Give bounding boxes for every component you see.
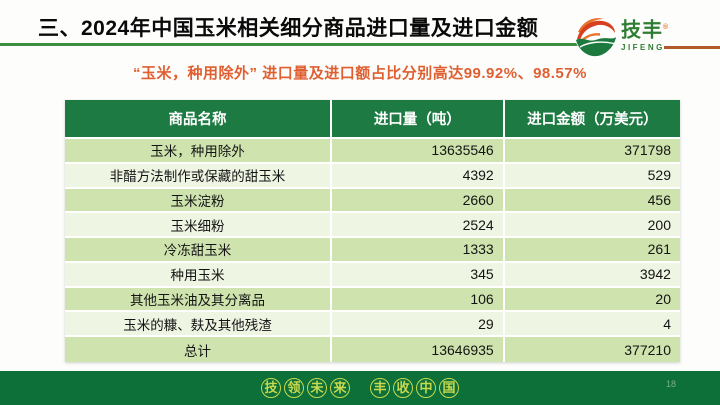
cell-import-volume: 106 (332, 287, 505, 311)
column-header-import-value: 进口金额（万美元） (527, 112, 658, 128)
table-row: 玉米的糠、麸及其他残渣 29 4 (65, 312, 680, 338)
slogan-char: 收 (393, 378, 413, 398)
import-data-table: 商品名称 进口量（吨） 进口金额（万美元） 玉米，种用除外 13635546 3… (65, 100, 680, 362)
header-accent-line (664, 46, 720, 49)
cell-import-value: 377210 (624, 341, 671, 358)
table-row: 种用玉米 345 3942 (65, 262, 680, 288)
cell-product-name: 冷冻甜玉米 (65, 238, 332, 261)
slogan-char: 未 (307, 378, 327, 398)
logo-text-block: 技丰® JIFENG (621, 18, 669, 52)
cell-product-name: 其他玉米油及其分离品 (65, 287, 332, 311)
slogan-char: 国 (439, 378, 459, 398)
logo-emblem-icon (575, 15, 617, 57)
slogan-char: 中 (416, 378, 436, 398)
logo-latin-text: JIFENG (621, 42, 665, 52)
column-header-import-volume: 进口量（吨） (332, 100, 505, 137)
cell-product-name: 玉米的糠、麸及其他残渣 (65, 312, 332, 336)
cell-product-name: 玉米淀粉 (65, 188, 332, 212)
cell-import-volume: 4392 (332, 163, 505, 187)
cell-product-name: 非醋方法制作或保藏的甜玉米 (65, 163, 332, 187)
logo-brand-text: 技丰 (621, 19, 663, 42)
column-header-product-name: 商品名称 (65, 100, 332, 137)
cell-import-value: 3942 (639, 266, 671, 283)
table-row: 冷冻甜玉米 1333 261 (65, 238, 680, 263)
table-row: 玉米，种用除外 13635546 371798 (65, 139, 680, 164)
table-header-row: 商品名称 进口量（吨） 进口金额（万美元） (65, 100, 680, 139)
cell-product-name: 种用玉米 (65, 262, 332, 286)
footer-slogan: 技 领 未 来 丰 收 中 国 (261, 378, 459, 398)
jifeng-logo: 技丰® JIFENG (574, 14, 669, 58)
cell-import-volume: 29 (332, 312, 505, 336)
slogan-char: 来 (330, 378, 350, 398)
table-row: 非醋方法制作或保藏的甜玉米 4392 529 (65, 163, 680, 189)
slogan-char: 领 (284, 378, 304, 398)
cell-import-volume: 345 (332, 262, 505, 286)
cell-import-value: 371798 (624, 142, 671, 159)
table-row: 其他玉米油及其分离品 106 20 (65, 287, 680, 313)
cell-import-value: 456 (647, 191, 671, 208)
cell-import-value: 4 (663, 315, 671, 332)
slogan-char: 丰 (370, 378, 390, 398)
footer-bar: 技 领 未 来 丰 收 中 国 18 (0, 371, 720, 405)
slogan-char: 技 (261, 378, 281, 398)
cell-import-volume: 2524 (332, 213, 505, 237)
title-underline (0, 43, 582, 46)
cell-import-volume: 13646935 (332, 337, 505, 362)
cell-import-value: 529 (647, 167, 671, 184)
table-row-total: 总计 13646935 377210 (65, 337, 680, 362)
cell-import-volume: 2660 (332, 188, 505, 212)
table-row: 玉米细粉 2524 200 (65, 213, 680, 239)
cell-import-value: 20 (655, 291, 671, 308)
cell-import-value: 261 (647, 241, 671, 258)
slide-title: 三、2024年中国玉米相关细分商品进口量及进口金额 (38, 17, 539, 40)
cell-import-volume: 13635546 (332, 139, 505, 162)
cell-product-name: 玉米细粉 (65, 213, 332, 237)
cell-import-value: 200 (647, 216, 671, 233)
page-number: 18 (665, 379, 676, 389)
cell-product-name: 总计 (65, 337, 332, 362)
cell-product-name: 玉米，种用除外 (65, 139, 332, 162)
table-row: 玉米淀粉 2660 456 (65, 188, 680, 214)
cell-import-volume: 1333 (332, 238, 505, 261)
registered-trademark-mark: ® (663, 24, 670, 31)
slide-subtitle: “玉米，种用除外” 进口量及进口额占比分别高达99.92%、98.57% (133, 65, 587, 82)
